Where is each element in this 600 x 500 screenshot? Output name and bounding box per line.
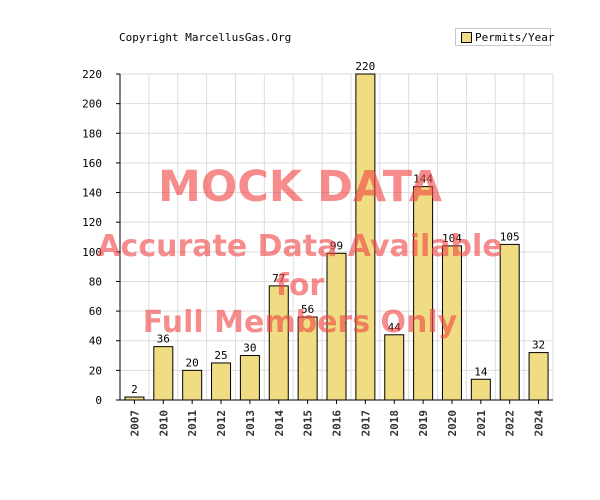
y-tick-label: 200 [82, 98, 102, 111]
bar-value-label: 105 [500, 230, 520, 243]
bar [499, 243, 520, 401]
bar [239, 355, 260, 401]
x-tick-label: 2007 [128, 410, 141, 437]
y-tick-label: 0 [95, 394, 102, 407]
bar [355, 73, 376, 401]
x-tick-label: 2010 [157, 410, 170, 437]
x-tick-label: 2012 [215, 410, 228, 437]
bar-value-label: 32 [532, 339, 545, 352]
bar-value-label: 77 [272, 272, 285, 285]
bar [268, 285, 289, 401]
labels: 0204060801001201401601802002202200736201… [82, 60, 545, 437]
y-tick-label: 40 [89, 335, 102, 348]
bars [124, 73, 549, 401]
bar-value-label: 220 [355, 60, 375, 73]
x-tick-label: 2011 [186, 410, 199, 437]
bar [413, 186, 434, 401]
y-tick-label: 120 [82, 216, 102, 229]
bar-value-label: 36 [157, 333, 170, 346]
x-tick-label: 2021 [475, 410, 488, 437]
y-tick-label: 60 [89, 305, 102, 318]
legend-swatch [461, 31, 472, 43]
x-tick-label: 2019 [417, 410, 430, 437]
bar-value-label: 56 [301, 303, 314, 316]
bar-value-label: 30 [243, 342, 256, 355]
x-tick-label: 2015 [302, 410, 315, 437]
bar-value-label: 14 [474, 365, 488, 378]
x-tick-label: 2014 [273, 410, 286, 437]
y-tick-label: 160 [82, 157, 102, 170]
bar [470, 378, 491, 401]
y-tick-label: 220 [82, 68, 102, 81]
x-tick-label: 2013 [244, 410, 257, 437]
bar [211, 362, 232, 401]
bar-value-label: 20 [186, 356, 199, 369]
legend: Permits/Year [455, 28, 555, 46]
x-tick-label: 2024 [533, 410, 546, 437]
x-tick-label: 2020 [446, 410, 459, 437]
y-tick-label: 140 [82, 187, 102, 200]
copyright-text: Copyright MarcellusGas.Org [119, 31, 292, 44]
bar-value-label: 44 [388, 321, 402, 334]
x-tick-label: 2017 [359, 410, 372, 437]
axes [116, 73, 553, 404]
x-tick-label: 2022 [504, 410, 517, 437]
bar [528, 352, 549, 401]
x-tick-label: 2016 [331, 410, 344, 437]
y-tick-label: 180 [82, 127, 102, 140]
bar-value-label: 25 [214, 349, 227, 362]
bar [182, 369, 203, 401]
bar-value-label: 144 [413, 173, 433, 186]
bar [384, 334, 405, 401]
legend-label: Permits/Year [475, 30, 555, 44]
bar [441, 245, 462, 401]
bar [153, 346, 174, 401]
bar-value-label: 99 [330, 239, 343, 252]
x-tick-label: 2018 [388, 410, 401, 437]
bar [297, 316, 318, 401]
y-tick-label: 20 [89, 364, 102, 377]
grid [120, 73, 554, 400]
y-tick-label: 80 [89, 275, 102, 288]
bar [326, 252, 347, 401]
bar-value-label: 104 [442, 232, 462, 245]
bar-value-label: 2 [131, 383, 138, 396]
y-tick-label: 100 [82, 246, 102, 259]
